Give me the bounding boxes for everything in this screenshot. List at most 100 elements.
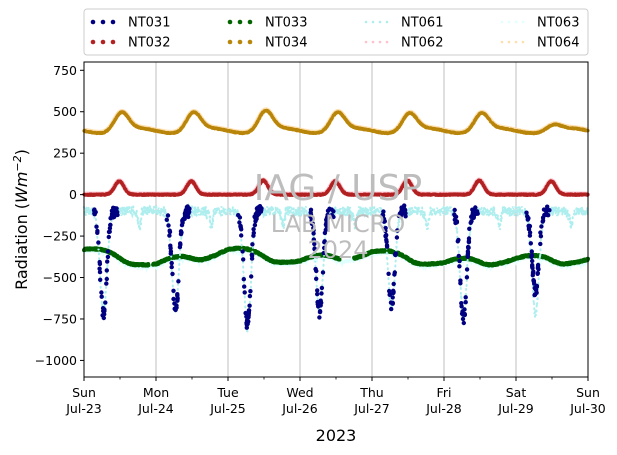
legend-item-nt033: NT033 xyxy=(227,16,307,31)
point-nt031 xyxy=(249,274,254,279)
legend-marker xyxy=(90,39,96,45)
point-nt031 xyxy=(242,290,247,295)
point-nt031 xyxy=(99,294,104,299)
point-nt031 xyxy=(241,277,246,282)
legend-item-nt032: NT032 xyxy=(90,36,170,51)
point-nt031 xyxy=(178,241,183,246)
point-nt031 xyxy=(104,268,110,273)
point-nt031 xyxy=(104,276,110,282)
legend: NT031 NT033 NT061 NT063 NT032 NT034 NT062 NT064 xyxy=(83,8,589,56)
point-nt031 xyxy=(108,222,113,228)
legend-marker xyxy=(507,20,511,24)
legend-marker xyxy=(521,40,525,44)
legend-label: NT061 xyxy=(401,16,443,31)
legend-marker xyxy=(364,40,368,44)
legend-marker xyxy=(385,20,389,24)
point-nt031 xyxy=(165,213,171,218)
series-nt032 xyxy=(82,178,590,197)
point-nt031 xyxy=(175,293,180,298)
legend-marker xyxy=(237,39,243,45)
legend-item-nt062: NT062 xyxy=(364,36,443,51)
legend-marker xyxy=(100,19,106,25)
legend-item-nt034: NT034 xyxy=(227,36,307,51)
point-nt031 xyxy=(96,240,101,245)
point-nt031 xyxy=(107,229,112,234)
point-nt031 xyxy=(247,293,253,299)
point-nt031 xyxy=(168,251,173,256)
point-nt031 xyxy=(92,212,97,217)
legend-item-nt061: NT061 xyxy=(364,16,443,31)
point-nt031 xyxy=(105,259,110,264)
legend-marker xyxy=(364,20,368,24)
legend-item-nt063: NT063 xyxy=(500,16,579,31)
legend-marker xyxy=(378,20,382,24)
series-nt034 xyxy=(82,108,590,136)
legend-marker xyxy=(90,19,96,25)
legend-item-nt064: NT064 xyxy=(500,36,579,51)
point-nt031 xyxy=(103,300,108,305)
point-nt033 xyxy=(146,263,151,268)
legend-marker xyxy=(110,19,116,25)
legend-marker xyxy=(371,20,375,24)
point-nt031 xyxy=(105,249,111,254)
legend-marker xyxy=(371,40,375,44)
legend-marker xyxy=(514,40,518,44)
legend-label: NT032 xyxy=(128,36,170,51)
legend-marker xyxy=(500,20,504,24)
legend-marker xyxy=(247,19,253,25)
point-nt031 xyxy=(180,220,185,225)
point-nt031 xyxy=(104,281,109,286)
plot-area xyxy=(82,107,590,333)
point-nt031 xyxy=(176,279,181,284)
point-nt031 xyxy=(95,230,100,235)
point-nt031 xyxy=(167,233,172,238)
legend-marker xyxy=(237,19,243,25)
legend-marker xyxy=(110,39,116,45)
point-nt031 xyxy=(111,205,116,210)
point-nt031 xyxy=(182,216,187,221)
point-nt031 xyxy=(166,223,171,228)
point-nt031 xyxy=(171,296,176,302)
legend-marker xyxy=(227,19,233,25)
point-nt031 xyxy=(101,315,107,321)
point-nt031 xyxy=(239,233,244,238)
point-nt031 xyxy=(94,224,99,229)
point-nt031 xyxy=(170,271,175,277)
legend-label: NT033 xyxy=(265,16,307,31)
legend-box xyxy=(83,8,589,56)
point-nt031 xyxy=(171,288,176,293)
point-nt031 xyxy=(179,230,184,235)
point-nt031 xyxy=(168,246,173,251)
point-nt031 xyxy=(97,269,103,275)
legend-label: NT031 xyxy=(128,16,170,31)
point-nt031 xyxy=(252,222,258,228)
legend-marker xyxy=(500,40,504,44)
point-nt031 xyxy=(172,306,177,311)
legend-marker xyxy=(514,20,518,24)
legend-label: NT064 xyxy=(537,36,579,51)
legend-marker xyxy=(521,20,525,24)
point-nt031 xyxy=(169,264,174,270)
point-nt031 xyxy=(167,229,173,235)
point-nt031 xyxy=(251,227,256,232)
legend-item-nt031: NT031 xyxy=(90,16,170,31)
grid-lines xyxy=(155,62,517,377)
point-nt031 xyxy=(102,307,107,312)
point-nt031 xyxy=(115,212,120,218)
point-nt031 xyxy=(99,290,104,295)
legend-marker xyxy=(227,39,233,45)
legend-label: NT063 xyxy=(537,16,579,31)
legend-label: NT062 xyxy=(401,36,443,51)
point-nt031 xyxy=(105,254,111,260)
legend-marker xyxy=(247,39,253,45)
legend-marker xyxy=(385,40,389,44)
point-nt031 xyxy=(97,261,103,267)
point-nt031 xyxy=(164,217,169,222)
legend-marker xyxy=(507,40,511,44)
point-nt031 xyxy=(98,277,103,282)
point-nt031 xyxy=(169,260,174,266)
point-nt031 xyxy=(106,234,112,240)
legend-label: NT034 xyxy=(265,36,307,51)
legend-marker xyxy=(100,39,106,45)
